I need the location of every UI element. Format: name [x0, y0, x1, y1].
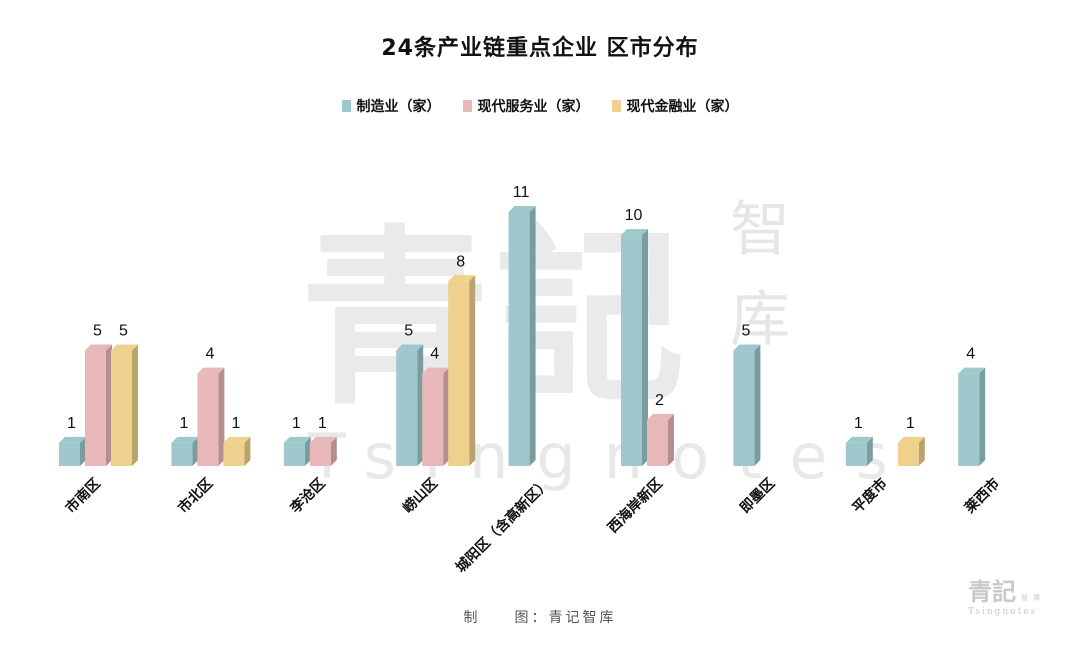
corner-logo-small-top: 智	[1021, 594, 1029, 602]
value-label-s0-c0: 1	[67, 415, 76, 432]
corner-logo-latin: Tsingnotes	[968, 607, 1038, 617]
value-label-s0-c3: 5	[404, 323, 413, 340]
category-label-6: 即墨区	[737, 476, 778, 517]
bar-s2-c1	[223, 436, 251, 466]
bar-s2-c0	[111, 344, 138, 466]
value-label-s0-c7: 1	[854, 415, 863, 432]
bar-s0-c4	[508, 206, 536, 466]
value-label-s1-c0: 5	[93, 323, 102, 340]
category-label-5: 西海岸新区	[604, 475, 666, 537]
bar-s0-c0	[59, 436, 86, 466]
bar-s1-c3	[422, 367, 450, 466]
value-label-s1-c1: 4	[205, 346, 214, 363]
value-label-s0-c2: 1	[292, 415, 301, 432]
legend-item-services: 现代服务业（家）	[462, 96, 590, 116]
category-label-8: 莱西市	[961, 475, 1003, 517]
value-label-s0-c6: 5	[741, 323, 750, 340]
watermark-side-bottom: 库	[730, 285, 790, 355]
corner-logo: 青記 智 庫 Tsingnotes	[968, 572, 1040, 617]
value-label-s2-c7: 1	[906, 415, 915, 432]
bar-s2-c7	[897, 436, 925, 466]
value-label-s0-c8: 4	[966, 346, 975, 363]
corner-logo-main: 青記	[968, 577, 1016, 606]
legend-label-finance: 现代金融业（家）	[626, 99, 739, 115]
category-label-2: 李沧区	[286, 475, 328, 517]
legend-label-services: 现代服务业（家）	[477, 99, 590, 115]
bar-s0-c5	[621, 229, 648, 466]
bar-s1-c5	[647, 413, 674, 466]
bar-s0-c1	[171, 436, 199, 466]
value-label-s0-c5: 10	[625, 207, 643, 224]
value-label-s1-c2: 1	[318, 415, 327, 432]
footer-credit: 制 图：青记智库	[463, 610, 617, 626]
bar-s0-c8	[958, 367, 986, 466]
legend-swatch-services	[462, 100, 472, 112]
legend-item-manufacturing: 制造业（家）	[341, 96, 441, 116]
category-label-4: 城阳区（含高新区）	[452, 475, 553, 576]
bar-s0-c6	[733, 344, 761, 466]
bar-s0-c7	[845, 436, 873, 466]
corner-logo-small-bottom: 庫	[1033, 594, 1041, 602]
legend-label-manufacturing: 制造业（家）	[356, 99, 441, 115]
bar-s1-c2	[309, 436, 337, 466]
legend-item-finance: 现代金融业（家）	[611, 96, 739, 116]
value-label-s2-c0: 5	[119, 323, 128, 340]
chart-title: 24条产业链重点企业 区市分布	[381, 36, 699, 61]
value-label-s2-c3: 8	[456, 253, 465, 270]
value-label-s0-c4: 11	[513, 184, 530, 201]
bar-s1-c0	[85, 344, 112, 466]
watermark-logo: 青記	[300, 207, 691, 430]
value-label-s1-c5: 2	[655, 392, 664, 409]
chart-legend: 制造业（家） 现代服务业（家） 现代金融业（家）	[0, 96, 1080, 116]
bar-s0-c2	[283, 436, 311, 466]
value-label-s0-c1: 1	[179, 415, 188, 432]
legend-swatch-manufacturing	[341, 100, 351, 112]
value-label-s1-c3: 4	[430, 346, 439, 363]
bar-s2-c3	[448, 275, 476, 466]
category-label-7: 平度市	[849, 475, 891, 517]
bar-s0-c3	[396, 344, 424, 466]
bar-s1-c1	[197, 367, 225, 466]
category-label-3: 崂山区	[399, 475, 441, 517]
legend-swatch-finance	[611, 100, 621, 112]
category-label-0: 市南区	[62, 475, 104, 517]
category-label-1: 市北区	[175, 475, 217, 517]
value-label-s2-c1: 1	[231, 415, 240, 432]
watermark-side-top: 智	[730, 195, 790, 265]
